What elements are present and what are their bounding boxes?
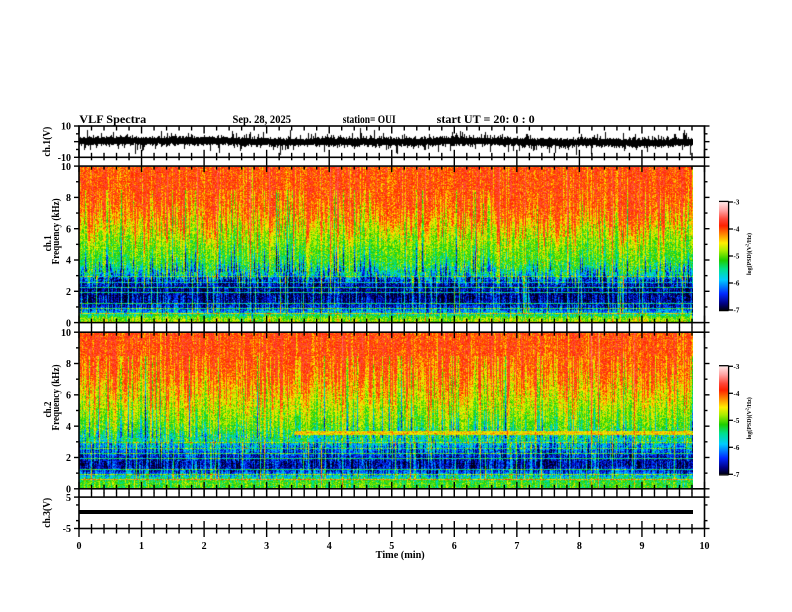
svg-text:station= OUI: station= OUI (343, 112, 396, 126)
svg-text:2: 2 (66, 287, 71, 298)
svg-text:6: 6 (452, 541, 457, 552)
svg-text:log(PSD)(V2/Hz): log(PSD)(V2/Hz) (745, 233, 754, 275)
svg-text:Sep. 28, 2025: Sep. 28, 2025 (233, 112, 292, 126)
svg-text:-3: -3 (734, 363, 740, 371)
svg-text:Frequency (kHz): Frequency (kHz) (51, 198, 62, 264)
svg-text:Time (min): Time (min) (376, 550, 425, 561)
svg-text:-4: -4 (734, 226, 740, 234)
svg-text:8: 8 (66, 359, 71, 370)
svg-text:0: 0 (66, 318, 71, 329)
svg-text:-4: -4 (734, 390, 740, 398)
svg-text:ch.1: ch.1 (43, 235, 54, 251)
svg-text:8: 8 (66, 193, 71, 204)
svg-text:-7: -7 (734, 471, 740, 479)
svg-text:VLF Spectra: VLF Spectra (79, 112, 146, 126)
svg-text:-7: -7 (734, 307, 740, 315)
svg-text:log(PSD)(V2/Hz): log(PSD)(V2/Hz) (745, 397, 754, 439)
svg-text:ch.3(V): ch.3(V) (42, 498, 53, 528)
svg-text:-6: -6 (734, 280, 740, 288)
svg-text:5: 5 (66, 493, 71, 504)
svg-text:ch.2: ch.2 (43, 402, 54, 418)
svg-text:2: 2 (202, 541, 207, 552)
svg-text:Frequency (kHz): Frequency (kHz) (51, 365, 62, 431)
svg-text:0: 0 (77, 541, 82, 552)
svg-text:-10: -10 (58, 153, 71, 164)
svg-text:4: 4 (327, 541, 332, 552)
svg-text:-6: -6 (734, 444, 740, 452)
svg-text:10: 10 (700, 541, 710, 552)
svg-text:8: 8 (577, 541, 582, 552)
svg-text:ch.1(V): ch.1(V) (42, 127, 53, 157)
svg-text:-5: -5 (734, 417, 740, 425)
svg-text:1: 1 (139, 541, 144, 552)
svg-text:start UT = 20: 0 : 0: start UT = 20: 0 : 0 (437, 112, 535, 126)
svg-text:6: 6 (66, 391, 71, 402)
svg-text:2: 2 (66, 453, 71, 464)
svg-text:-5: -5 (63, 524, 71, 535)
svg-text:10: 10 (61, 328, 71, 339)
svg-text:6: 6 (66, 224, 71, 235)
svg-text:-3: -3 (734, 199, 740, 207)
svg-text:0: 0 (66, 485, 71, 496)
svg-text:4: 4 (66, 256, 71, 267)
svg-text:-5: -5 (734, 253, 740, 261)
svg-text:10: 10 (61, 122, 71, 133)
svg-text:7: 7 (514, 541, 519, 552)
svg-text:9: 9 (639, 541, 644, 552)
svg-text:10: 10 (61, 162, 71, 173)
svg-text:5: 5 (389, 541, 394, 552)
svg-text:3: 3 (264, 541, 269, 552)
svg-text:4: 4 (66, 422, 71, 433)
